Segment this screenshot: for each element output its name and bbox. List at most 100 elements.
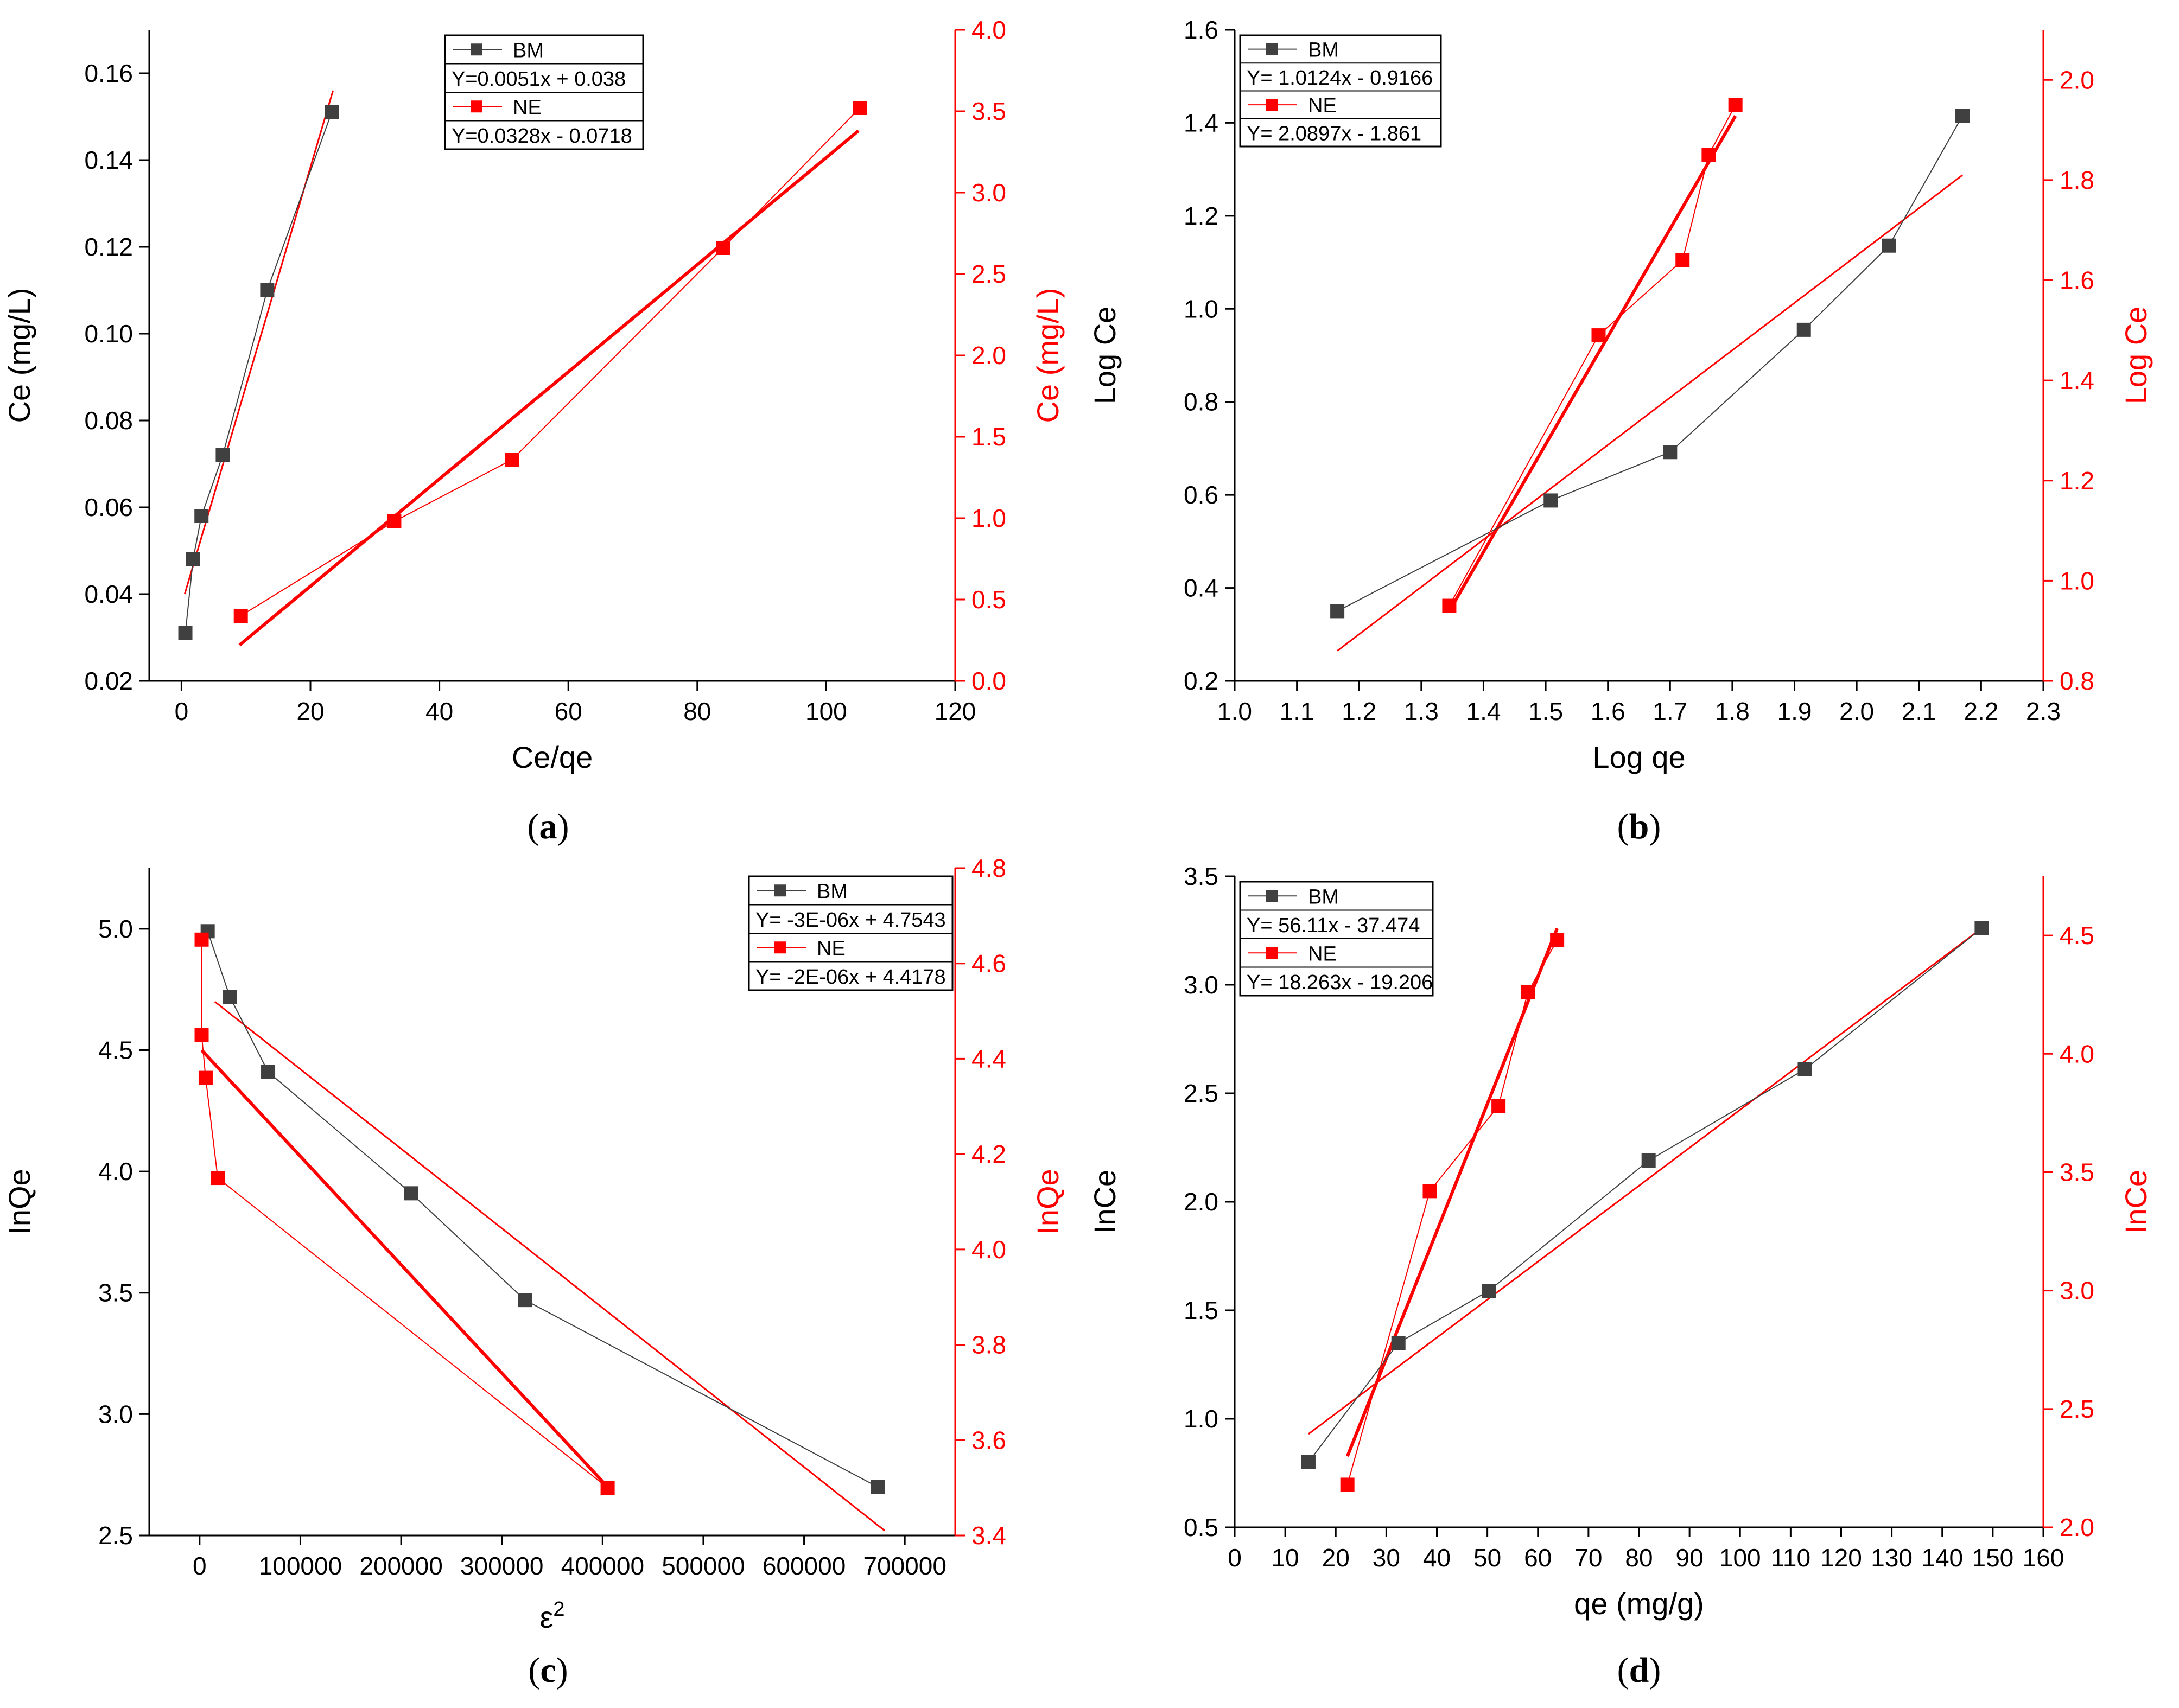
x-tick-label: 700000 (863, 1552, 946, 1580)
y-tick-label-right: 1.8 (2060, 166, 2094, 194)
y-tick-label-left: 3.5 (98, 1279, 133, 1307)
legend-marker-bm (471, 43, 482, 56)
chart-panel-d: 0 10 20 30 40 50 60 70 80 90 100 110 120 130 140 150 160… (1088, 862, 2153, 1690)
series-line-bm (1308, 928, 1983, 1463)
legend-marker-ne (471, 100, 482, 113)
data-point-ne (1422, 1184, 1437, 1199)
y-tick-label-right: 3.0 (971, 179, 1006, 207)
y-tick-label-left: 0.5 (1184, 1513, 1218, 1541)
legend-label-bm: BM (513, 39, 544, 62)
legend-marker-bm (774, 884, 786, 897)
legend-label-ne: NE (513, 96, 542, 119)
data-point-ne (233, 609, 248, 623)
x-tick-label: 120 (935, 697, 976, 725)
chart-panel-a: 0 20 40 60 80 100 120 0.02 0.04 0.06 0.08 0.10 0.12 0… (2, 16, 1065, 846)
y-tick-label-left: 3.5 (1184, 862, 1218, 890)
legend: BM Y= 56.11x - 37.474 NE Y= 18.263x - 19.20… (1239, 881, 1434, 997)
data-point-bm (871, 1480, 885, 1494)
legend-label-ne: NE (1308, 942, 1337, 965)
x-tick-label: 70 (1574, 1544, 1602, 1572)
data-point-bm (1641, 1153, 1656, 1168)
legend-marker-bm (1266, 890, 1278, 902)
x-tick-label: 300000 (460, 1552, 544, 1580)
x-tick-label: 110 (1771, 1544, 1810, 1572)
legend-label-bm: BM (817, 880, 848, 903)
data-point-ne (505, 453, 519, 467)
data-point-bm (178, 626, 193, 640)
data-point-bm (260, 283, 275, 297)
y-tick-label-right: 2.0 (2060, 1513, 2094, 1541)
panel-label: (b) (1617, 807, 1661, 846)
y-tick-label-right: 4.0 (971, 1235, 1006, 1264)
y-tick-label-right: 1.4 (2060, 366, 2094, 394)
y-tick-label-right: 4.4 (971, 1044, 1006, 1073)
data-point-bm (1974, 921, 1989, 935)
legend-equation-bm: Y= 56.11x - 37.474 (1247, 914, 1420, 937)
data-point-bm (186, 552, 200, 566)
x-tick-label: 1.7 (1653, 697, 1687, 725)
legend-equation-bm: Y=0.0051x + 0.038 (452, 68, 626, 91)
data-point-ne (194, 1028, 209, 1042)
x-tick-label: 10 (1272, 1544, 1299, 1572)
legend-equation-ne: Y= -2E-06x + 4.4178 (755, 966, 946, 989)
y-tick-label-right: 2.5 (2060, 1395, 2094, 1423)
y-tick-label-left: 0.02 (84, 667, 133, 695)
y-tick-label-right: 2.0 (971, 341, 1006, 369)
y-tick-label-left: 2.5 (1184, 1079, 1218, 1107)
y-axis-title-left: InQe (2, 1169, 36, 1234)
y-tick-label-left: 0.16 (84, 59, 133, 87)
x-tick-label: 140 (1921, 1544, 1963, 1572)
data-point-bm (518, 1293, 532, 1308)
y-tick-label-left: 0.2 (1184, 667, 1218, 695)
legend-equation-bm: Y= 1.0124x - 0.9166 (1247, 67, 1433, 90)
x-axis-title: Ce/qe (512, 740, 593, 774)
x-tick-label: 1.3 (1404, 697, 1439, 725)
y-tick-label-left: 1.0 (1184, 295, 1218, 323)
y-tick-label-right: 4.6 (971, 949, 1006, 978)
data-point-ne (1521, 985, 1535, 999)
y-tick-label-right: 1.0 (971, 504, 1006, 532)
data-point-ne (1675, 253, 1690, 267)
y-tick-label-left: 5.0 (98, 915, 133, 943)
legend-label-ne: NE (1308, 94, 1337, 117)
data-point-bm (1391, 1336, 1406, 1350)
fit-line-bm (214, 1000, 885, 1532)
x-tick-label: 100 (1719, 1544, 1761, 1572)
x-tick-label: 0 (193, 1552, 207, 1580)
x-tick-label: 60 (555, 697, 582, 725)
x-tick-label: 80 (683, 697, 711, 725)
data-point-ne (387, 514, 402, 528)
y-tick-label-left: 0.6 (1184, 481, 1218, 509)
y-axis-title-left: Log Ce (1088, 307, 1122, 405)
y-tick-label-right: 3.0 (2060, 1277, 2094, 1305)
data-point-bm (1330, 604, 1345, 619)
x-tick-label: 600000 (763, 1552, 846, 1580)
x-tick-label: 40 (1423, 1544, 1451, 1572)
y-axis-title-right: Log Ce (2119, 307, 2153, 405)
x-tick-label: 60 (1524, 1544, 1552, 1572)
x-axis-title: Log qe (1592, 740, 1685, 774)
panel-label: (d) (1617, 1650, 1661, 1690)
x-tick-label: 500000 (662, 1552, 745, 1580)
y-tick-label-left: 0.12 (84, 233, 133, 261)
data-point-bm (1543, 493, 1558, 508)
data-point-ne (198, 1070, 213, 1085)
data-point-ne (1442, 598, 1457, 613)
legend-equation-ne: Y= 18.263x - 19.206 (1247, 971, 1433, 994)
y-tick-label-right: 3.5 (971, 97, 1006, 125)
chart-panel-c: 0 100000 200000 300000 400000 500000 600000 700… (2, 854, 1065, 1690)
y-tick-label-right: 3.5 (2060, 1158, 2094, 1186)
x-tick-label: 50 (1473, 1544, 1501, 1572)
data-point-bm (1797, 1062, 1812, 1076)
panel-label: (c) (528, 1650, 568, 1690)
data-point-ne (716, 241, 730, 255)
fit-line-bm (183, 90, 334, 595)
data-point-ne (211, 1171, 225, 1186)
data-point-bm (215, 448, 230, 462)
legend-label-ne: NE (817, 937, 846, 960)
x-tick-label: 30 (1373, 1544, 1400, 1572)
x-tick-label: 0 (175, 697, 189, 725)
legend: BM Y= 1.0124x - 0.9166 NE Y= 2.0897x - 1.86… (1239, 34, 1442, 148)
legend-label-bm: BM (1308, 885, 1339, 908)
